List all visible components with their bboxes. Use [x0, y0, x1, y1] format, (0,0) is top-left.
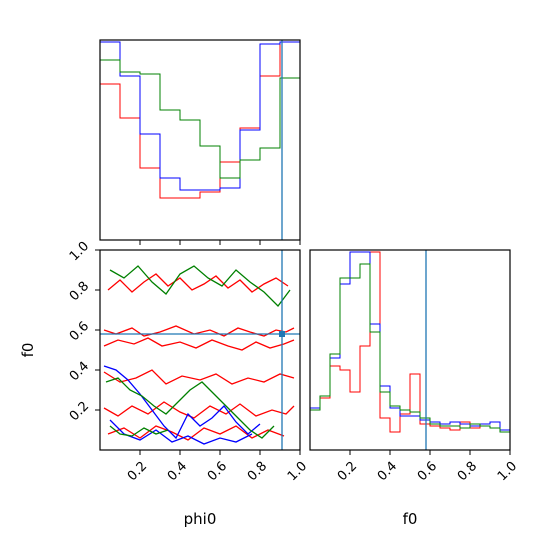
contour-blue-6: [103, 365, 261, 440]
contour-frame: [99, 249, 301, 451]
histogram-f0-panel: 0.2 0.4 0.6 0.8 1.0: [309, 249, 520, 484]
contour-red-3: [103, 401, 295, 419]
hist-f0-xtick-label-0: 0.2: [335, 459, 360, 484]
contour-phi0-f0-panel: 0.2 0.4 0.6 0.8 1.0 0.2 0.4 0.6 0.8 1.0: [67, 239, 310, 484]
contour-blue-7: [109, 419, 253, 445]
hist-phi0-blue: [99, 41, 301, 240]
contour-green-8: [109, 265, 291, 307]
contour-ytick-label-2: 0.6: [67, 319, 92, 344]
contour-xtick-label-1: 0.4: [165, 459, 190, 484]
histogram-phi0-panel: [99, 39, 301, 245]
contour-xtick-label-2: 0.6: [205, 459, 230, 484]
contour-xtick-label-0: 0.2: [125, 459, 150, 484]
ylabel-f0: f0: [19, 343, 37, 358]
contour-red-2: [103, 369, 295, 385]
xlabel-phi0: phi0: [184, 510, 217, 528]
contour-red-5: [107, 425, 285, 441]
axis-labels: phi0 f0 f0: [19, 343, 417, 528]
hist-phi0-frame: [99, 39, 301, 241]
contour-ytick-label-4: 1.0: [67, 239, 92, 264]
hist-f0-xtick-label-3: 0.8: [455, 459, 480, 484]
hist-f0-xtick-label-4: 1.0: [495, 459, 520, 484]
hist-f0-frame: [309, 249, 511, 451]
xlabel-f0: f0: [403, 510, 418, 528]
contour-group: [103, 265, 295, 445]
hist-f0-red: [309, 251, 511, 450]
contour-green-9: [105, 377, 275, 439]
hist-phi0-red: [99, 41, 301, 240]
contour-xtick-label-4: 1.0: [285, 459, 310, 484]
contour-red-0: [103, 325, 295, 337]
contour-red-1: [103, 337, 295, 351]
contour-ytick-label-3: 0.8: [67, 279, 92, 304]
hist-f0-green: [309, 263, 511, 450]
hist-f0-xtick-label-2: 0.6: [415, 459, 440, 484]
contour-green-10: [109, 425, 169, 437]
contour-ytick-label-0: 0.2: [67, 399, 92, 424]
contour-xtick-label-3: 0.8: [245, 459, 270, 484]
contour-ytick-label-1: 0.4: [67, 359, 92, 384]
hist-phi0-green: [99, 59, 301, 240]
truth-marker: [279, 331, 285, 337]
hist-f0-xtick-label-1: 0.4: [375, 459, 400, 484]
